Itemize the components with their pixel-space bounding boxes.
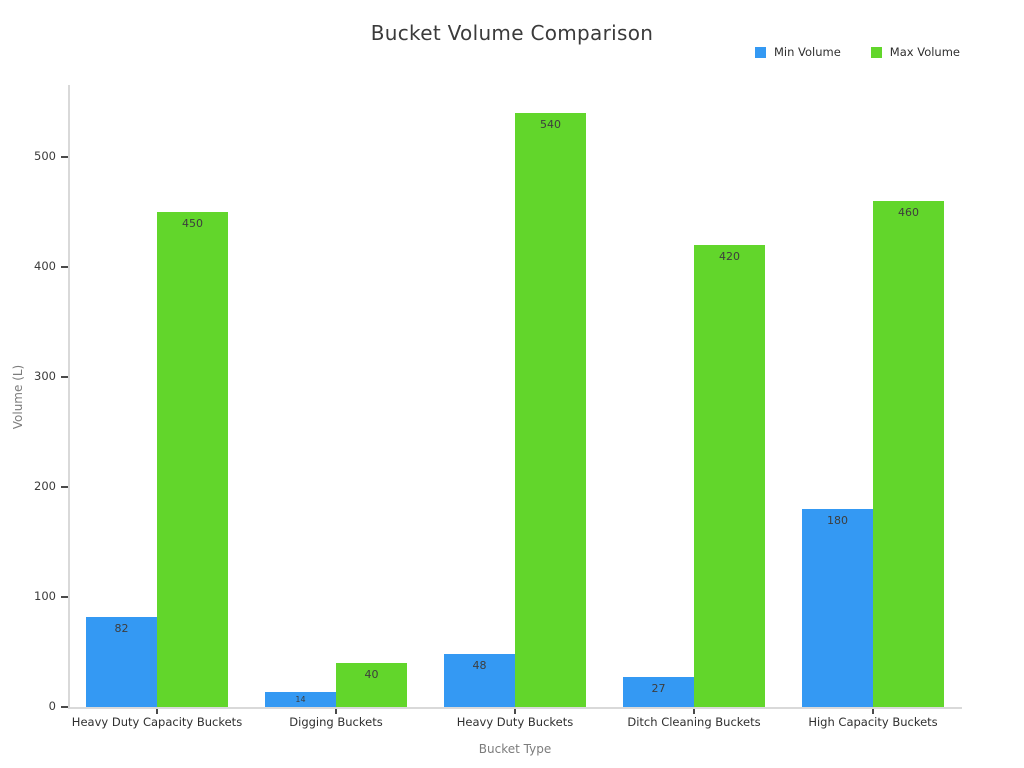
bar-max-volume-heavy-duty-buckets xyxy=(515,113,586,707)
legend: Min Volume Max Volume xyxy=(754,45,960,59)
x-tick-mark xyxy=(335,709,337,714)
x-tick-label-heavy-duty-capacity-buckets: Heavy Duty Capacity Buckets xyxy=(71,715,243,729)
legend-label: Max Volume xyxy=(889,45,960,59)
chart-title: Bucket Volume Comparison xyxy=(370,21,654,45)
y-tick-mark xyxy=(61,486,68,488)
y-axis-title: Volume (L) xyxy=(11,364,25,430)
y-tick-mark xyxy=(61,706,68,708)
legend-swatch-icon xyxy=(754,46,766,58)
bar-min-volume-ditch-cleaning-buckets xyxy=(623,677,694,707)
x-axis-title: Bucket Type xyxy=(478,742,552,756)
x-tick-label-heavy-duty-buckets: Heavy Duty Buckets xyxy=(456,715,574,729)
bar-max-volume-high-capacity-buckets xyxy=(873,201,944,707)
bar-min-volume-high-capacity-buckets xyxy=(802,509,873,707)
x-tick-label-ditch-cleaning-buckets: Ditch Cleaning Buckets xyxy=(627,715,761,729)
bar-max-volume-ditch-cleaning-buckets xyxy=(694,245,765,707)
legend-item-min-volume: Min Volume xyxy=(754,45,841,59)
bar-value-label: 48 xyxy=(472,659,487,672)
bar-value-label: 82 xyxy=(114,622,129,635)
bar-min-volume-digging-buckets xyxy=(265,692,336,707)
bar-value-label: 460 xyxy=(898,206,919,219)
y-tick-label: 500 xyxy=(34,149,56,163)
x-tick-mark xyxy=(156,709,158,714)
x-tick-label-high-capacity-buckets: High Capacity Buckets xyxy=(808,715,938,729)
bar-min-volume-heavy-duty-buckets xyxy=(444,654,515,707)
legend-swatch-icon xyxy=(870,46,882,58)
bar-value-label: 40 xyxy=(364,668,379,681)
legend-item-max-volume: Max Volume xyxy=(870,45,960,59)
x-tick-mark xyxy=(514,709,516,714)
bar-value-label: 180 xyxy=(827,514,848,527)
bar-value-label: 14 xyxy=(295,695,306,704)
y-tick-label: 0 xyxy=(48,699,56,713)
y-tick-label: 300 xyxy=(34,369,56,383)
x-tick-label-digging-buckets: Digging Buckets xyxy=(289,715,383,729)
y-tick-label: 100 xyxy=(34,589,56,603)
bar-value-label: 450 xyxy=(182,217,203,230)
x-tick-mark xyxy=(693,709,695,714)
y-tick-label: 400 xyxy=(34,259,56,273)
legend-label: Min Volume xyxy=(773,45,841,59)
bar-value-label: 540 xyxy=(540,118,561,131)
bar-max-volume-heavy-duty-capacity-buckets xyxy=(157,212,228,707)
y-tick-mark xyxy=(61,376,68,378)
y-tick-mark xyxy=(61,266,68,268)
bar-value-label: 420 xyxy=(719,250,740,263)
y-tick-mark xyxy=(61,156,68,158)
y-tick-label: 200 xyxy=(34,479,56,493)
bar-value-label: 27 xyxy=(651,682,666,695)
x-axis-line xyxy=(68,707,962,709)
y-tick-mark xyxy=(61,596,68,598)
y-axis-line xyxy=(68,85,70,707)
bar-min-volume-heavy-duty-capacity-buckets xyxy=(86,617,157,707)
bar-max-volume-digging-buckets xyxy=(336,663,407,707)
x-tick-mark xyxy=(872,709,874,714)
